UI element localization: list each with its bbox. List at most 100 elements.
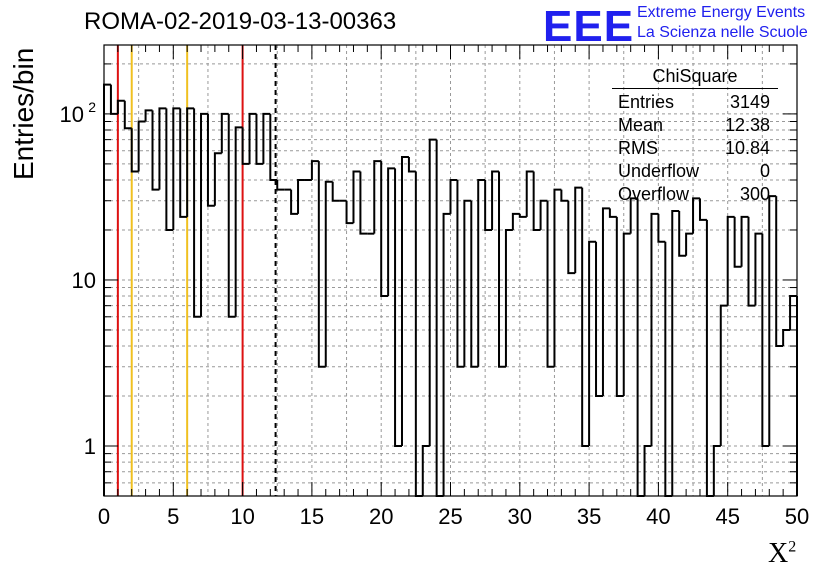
histogram-bin xyxy=(775,196,784,348)
logo-subtitle-line1: Extreme Energy Events xyxy=(637,4,806,21)
stats-value: 12.38 xyxy=(724,115,770,135)
x-axis-label: X2 xyxy=(768,538,796,570)
histogram-bin xyxy=(373,160,382,234)
histogram-bin xyxy=(331,181,340,202)
histogram-bin xyxy=(400,156,409,447)
x-tick-label: 20 xyxy=(369,504,393,529)
x-tick-label: 30 xyxy=(508,504,532,529)
histogram-bin xyxy=(650,212,659,447)
stats-row-rms: RMS 10.84 xyxy=(612,137,778,160)
histogram-bin xyxy=(553,188,562,367)
histogram-bin xyxy=(151,110,160,191)
histogram-bin xyxy=(532,171,541,231)
histogram-bin xyxy=(712,445,721,496)
histogram-bin xyxy=(428,138,437,447)
stats-value: 3149 xyxy=(729,92,770,112)
histogram-bin xyxy=(269,113,278,181)
histogram-bin xyxy=(193,108,202,318)
stats-label: Overflow xyxy=(618,184,690,204)
histogram-bin xyxy=(345,200,354,225)
histogram-bin xyxy=(608,208,617,218)
histogram-bin xyxy=(782,328,791,347)
y-tick-label: 10 xyxy=(72,268,96,293)
histogram-bin xyxy=(310,160,319,180)
y-tick-label: 1 xyxy=(84,434,96,459)
histogram-bin xyxy=(234,126,243,317)
histogram-bin xyxy=(456,179,465,368)
histogram-bin xyxy=(387,167,396,297)
histogram-bin xyxy=(511,212,520,230)
histogram-bin xyxy=(622,232,631,397)
histogram-bin xyxy=(733,216,742,268)
histogram-bin xyxy=(477,178,486,367)
histogram-bin xyxy=(539,199,548,230)
x-tick-label: 25 xyxy=(438,504,462,529)
histogram-bin xyxy=(324,180,333,367)
histogram-bin xyxy=(615,216,624,398)
stats-value: 0 xyxy=(759,161,770,181)
stats-box: ChiSquare Entries 3149 Mean 12.38 RMS 10.84… xyxy=(612,66,778,206)
histogram-bin xyxy=(442,212,451,496)
x-axis-label-sup: 2 xyxy=(788,538,797,556)
histogram-bin xyxy=(407,157,416,173)
histogram-bin xyxy=(636,198,645,497)
histogram-bin xyxy=(504,228,513,367)
histogram-bin xyxy=(186,107,195,217)
x-tick-label: 15 xyxy=(300,504,324,529)
histogram-bin xyxy=(692,197,700,234)
stats-label: Entries xyxy=(618,92,675,112)
x-tick-label: 10 xyxy=(230,504,254,529)
histogram-bin xyxy=(276,179,285,191)
histogram-bin xyxy=(103,83,111,496)
histogram-bin xyxy=(179,108,188,218)
histogram-bin xyxy=(352,170,361,224)
histogram-bin xyxy=(484,179,493,231)
histogram-bin xyxy=(241,127,250,165)
histogram-bin xyxy=(123,100,132,130)
histogram-bin xyxy=(601,207,610,397)
stats-row-underflow: Underflow 0 xyxy=(612,160,778,183)
x-tick-label: 35 xyxy=(577,504,601,529)
stats-row-overflow: Overflow 300 xyxy=(612,183,778,206)
histogram-bin xyxy=(685,232,694,256)
histogram-bin xyxy=(255,113,264,165)
histogram-bin xyxy=(421,445,430,496)
histogram-bin xyxy=(789,295,797,330)
stats-value: 10.84 xyxy=(724,138,770,158)
histogram-bin xyxy=(705,219,714,497)
histogram-bin xyxy=(546,200,555,368)
histogram-bin xyxy=(726,215,735,306)
stats-label: Underflow xyxy=(618,161,700,181)
histogram-bin xyxy=(317,161,326,368)
x-tick-label: 0 xyxy=(98,504,110,529)
histogram-bin xyxy=(172,107,181,230)
histogram-bin xyxy=(200,112,208,317)
histogram-bin xyxy=(290,189,299,215)
histogram-bin xyxy=(525,170,534,217)
histogram-bin xyxy=(220,112,229,154)
histogram-bin xyxy=(394,168,402,448)
histogram-bin xyxy=(629,197,638,234)
histogram-bin xyxy=(671,210,680,496)
y-tick-label: 10 xyxy=(60,102,84,127)
histogram-bin xyxy=(165,108,174,231)
histogram-bin xyxy=(262,112,271,164)
eee-logo: EEE xyxy=(543,2,635,51)
histogram-bin xyxy=(463,199,472,367)
histogram-bin xyxy=(116,99,125,114)
histogram-bin xyxy=(206,113,215,207)
histogram-bin xyxy=(657,213,666,243)
stats-label: Mean xyxy=(618,115,664,135)
logo-subtitle-line2: La Scienza nelle Scuole xyxy=(637,24,808,41)
histogram-bin xyxy=(227,113,236,318)
stats-row-entries: Entries 3149 xyxy=(612,91,778,114)
histogram-bin xyxy=(144,109,153,122)
histogram-bin xyxy=(449,178,458,214)
histogram-bin xyxy=(768,195,777,447)
stats-label: RMS xyxy=(618,138,658,158)
y-tick-label-exponent: 2 xyxy=(88,99,96,115)
histogram-bin xyxy=(359,171,368,235)
histogram-bin xyxy=(380,161,389,298)
histogram-bin xyxy=(567,200,576,275)
